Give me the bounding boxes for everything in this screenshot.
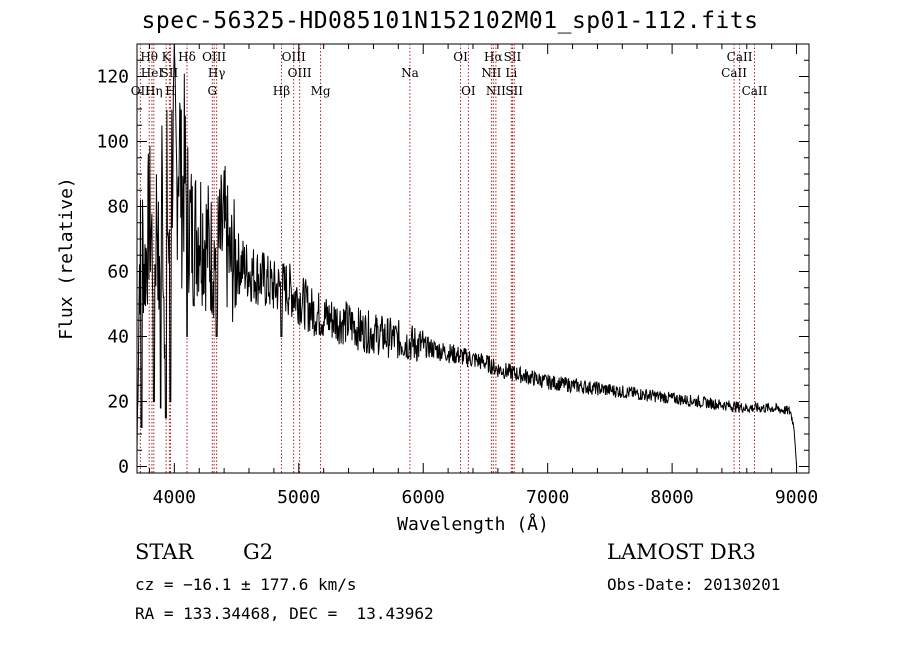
survey-name: LAMOST DR3 — [607, 540, 756, 564]
spectral-line-label: Hγ — [208, 66, 226, 80]
x-tick-label: 6000 — [402, 487, 445, 508]
spectral-line-label: OI — [461, 84, 476, 98]
obs-date: Obs-Date: 20130201 — [607, 575, 781, 594]
spectral-line-label: Hβ — [273, 84, 290, 98]
spectral-line-label: G — [207, 84, 217, 98]
x-tick-label: 9000 — [775, 487, 818, 508]
spectral-line-label: OIII — [282, 50, 306, 64]
y-tick-label: 60 — [107, 262, 129, 283]
spectral-line-label: CaII — [742, 84, 768, 98]
spectral-line-label: Li — [505, 66, 517, 80]
x-axis-label: Wavelength (Å) — [397, 513, 549, 535]
spectral-line-label: Mg — [311, 84, 331, 98]
y-axis-label: Flux (relative) — [56, 177, 77, 340]
spectral-line-label: CaII — [727, 50, 753, 64]
spectral-line-label: Hα — [484, 50, 503, 64]
redshift-cz: cz = −16.1 ± 177.6 km/s — [135, 575, 357, 594]
y-tick-label: 40 — [107, 327, 129, 348]
spectral-line-label: CaII — [721, 66, 747, 80]
spectrum-line — [136, 44, 798, 467]
spectral-line-label: OIII — [288, 66, 312, 80]
chart-title: spec-56325-HD085101N152102M01_sp01-112.f… — [141, 8, 759, 34]
spectral-line-label: NII — [481, 66, 501, 80]
spectral-line-label: OI — [453, 50, 468, 64]
spectral-line-label: SII — [505, 84, 523, 98]
spectral-line-label: Hδ — [178, 50, 196, 64]
spectral-line-label: K — [162, 50, 172, 64]
x-tick-label: 5000 — [277, 487, 320, 508]
spectral-line-label: SII — [504, 50, 522, 64]
spectral-line-label: H — [165, 84, 175, 98]
y-tick-label: 80 — [107, 197, 129, 218]
x-tick-label: 7000 — [526, 487, 569, 508]
x-tick-label: 8000 — [650, 487, 693, 508]
object-class: STAR — [135, 540, 194, 564]
y-tick-label: 120 — [96, 67, 129, 88]
ra-dec: RA = 133.34468, DEC = 13.43962 — [135, 604, 434, 623]
y-tick-label: 20 — [107, 392, 129, 413]
spectral-line-label: NII — [486, 84, 506, 98]
spectral-line-label: OIII — [202, 50, 226, 64]
object-subclass: G2 — [243, 540, 274, 564]
spectral-line-label: Hθ — [140, 50, 158, 64]
spectral-line-label: SII — [161, 66, 179, 80]
spectral-line-label: OII — [131, 84, 151, 98]
x-tick-label: 4000 — [153, 487, 196, 508]
y-tick-label: 100 — [96, 132, 129, 153]
spectral-line-label: Na — [401, 66, 419, 80]
spectral-line-label: Hη — [145, 84, 163, 98]
y-tick-label: 0 — [118, 457, 129, 478]
